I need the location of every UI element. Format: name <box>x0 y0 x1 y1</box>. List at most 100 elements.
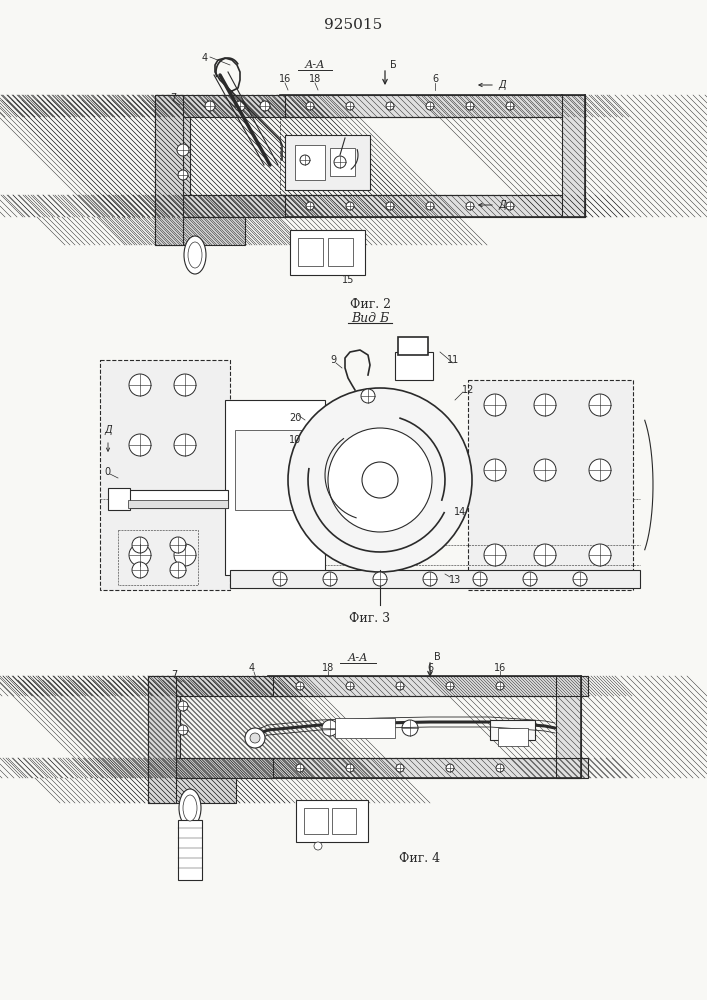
Circle shape <box>177 144 189 156</box>
Bar <box>490 720 535 740</box>
Text: 16: 16 <box>494 663 506 673</box>
Circle shape <box>534 459 556 481</box>
Bar <box>148 676 176 803</box>
Ellipse shape <box>188 242 202 268</box>
Bar <box>328 238 353 266</box>
Circle shape <box>306 102 314 110</box>
Bar <box>225 400 325 575</box>
Bar <box>155 100 190 218</box>
Circle shape <box>322 720 338 736</box>
Bar <box>230 570 640 588</box>
Circle shape <box>174 434 196 456</box>
Bar <box>332 808 356 834</box>
Circle shape <box>178 170 188 180</box>
Text: 7: 7 <box>170 93 176 103</box>
Circle shape <box>132 537 148 553</box>
Circle shape <box>484 459 506 481</box>
Circle shape <box>396 682 404 690</box>
Circle shape <box>406 338 420 352</box>
Circle shape <box>386 202 394 210</box>
Circle shape <box>506 202 514 210</box>
Circle shape <box>346 764 354 772</box>
Bar <box>285 135 370 190</box>
Circle shape <box>273 572 287 586</box>
Bar <box>155 95 285 117</box>
Bar <box>498 728 528 746</box>
Circle shape <box>346 682 354 690</box>
Bar <box>148 778 236 803</box>
Text: 16: 16 <box>279 74 291 84</box>
Circle shape <box>170 562 186 578</box>
Circle shape <box>373 572 387 586</box>
Bar <box>118 530 198 585</box>
Text: Д: Д <box>104 425 112 435</box>
Text: 11: 11 <box>447 355 459 365</box>
Bar <box>556 676 581 778</box>
Text: 15: 15 <box>341 275 354 285</box>
Text: Фиг. 3: Фиг. 3 <box>349 611 390 624</box>
Text: А-А: А-А <box>348 653 368 663</box>
Bar <box>280 95 585 117</box>
Circle shape <box>386 102 394 110</box>
Text: Фиг. 4: Фиг. 4 <box>399 852 440 864</box>
Circle shape <box>361 389 375 403</box>
Text: 10: 10 <box>289 435 301 445</box>
Circle shape <box>129 544 151 566</box>
Text: 12: 12 <box>462 385 474 395</box>
Text: 14: 14 <box>454 507 466 517</box>
Bar <box>148 680 180 778</box>
Circle shape <box>235 101 245 111</box>
Bar <box>155 95 183 245</box>
Circle shape <box>484 544 506 566</box>
Circle shape <box>174 544 196 566</box>
Circle shape <box>534 394 556 416</box>
Circle shape <box>205 101 215 111</box>
Bar <box>330 148 355 176</box>
Circle shape <box>260 101 270 111</box>
Circle shape <box>589 544 611 566</box>
Bar <box>398 337 428 355</box>
Text: А-А: А-А <box>305 60 325 70</box>
Circle shape <box>466 202 474 210</box>
Ellipse shape <box>179 789 201 827</box>
Circle shape <box>446 764 454 772</box>
Bar <box>235 430 315 510</box>
Circle shape <box>426 202 434 210</box>
Circle shape <box>306 202 314 210</box>
Text: 20: 20 <box>289 413 301 423</box>
FancyBboxPatch shape <box>468 380 633 590</box>
Text: 6: 6 <box>427 663 433 673</box>
Text: 4: 4 <box>202 53 208 63</box>
Bar <box>395 352 433 380</box>
Circle shape <box>426 102 434 110</box>
Bar <box>280 195 585 217</box>
Circle shape <box>506 102 514 110</box>
Bar <box>128 490 228 508</box>
Text: 0: 0 <box>104 467 110 477</box>
Text: Фиг. 2: Фиг. 2 <box>349 298 390 312</box>
Text: 6: 6 <box>432 74 438 84</box>
Bar <box>304 808 328 834</box>
Circle shape <box>250 733 260 743</box>
Circle shape <box>170 537 186 553</box>
Circle shape <box>296 764 304 772</box>
Text: 18: 18 <box>322 663 334 673</box>
Text: Д: Д <box>498 80 506 90</box>
Bar <box>296 800 368 842</box>
Circle shape <box>323 572 337 586</box>
Bar <box>155 217 245 245</box>
Bar <box>268 758 588 778</box>
Bar <box>155 195 285 217</box>
Text: 7: 7 <box>171 670 177 680</box>
Circle shape <box>178 725 188 735</box>
Text: В: В <box>434 652 440 662</box>
Bar <box>148 676 273 696</box>
Circle shape <box>334 156 346 168</box>
Circle shape <box>423 572 437 586</box>
Text: Д: Д <box>498 200 506 210</box>
Bar <box>562 95 585 217</box>
Circle shape <box>346 202 354 210</box>
Circle shape <box>288 388 472 572</box>
Circle shape <box>523 572 537 586</box>
Text: Вид Б: Вид Б <box>351 312 389 324</box>
